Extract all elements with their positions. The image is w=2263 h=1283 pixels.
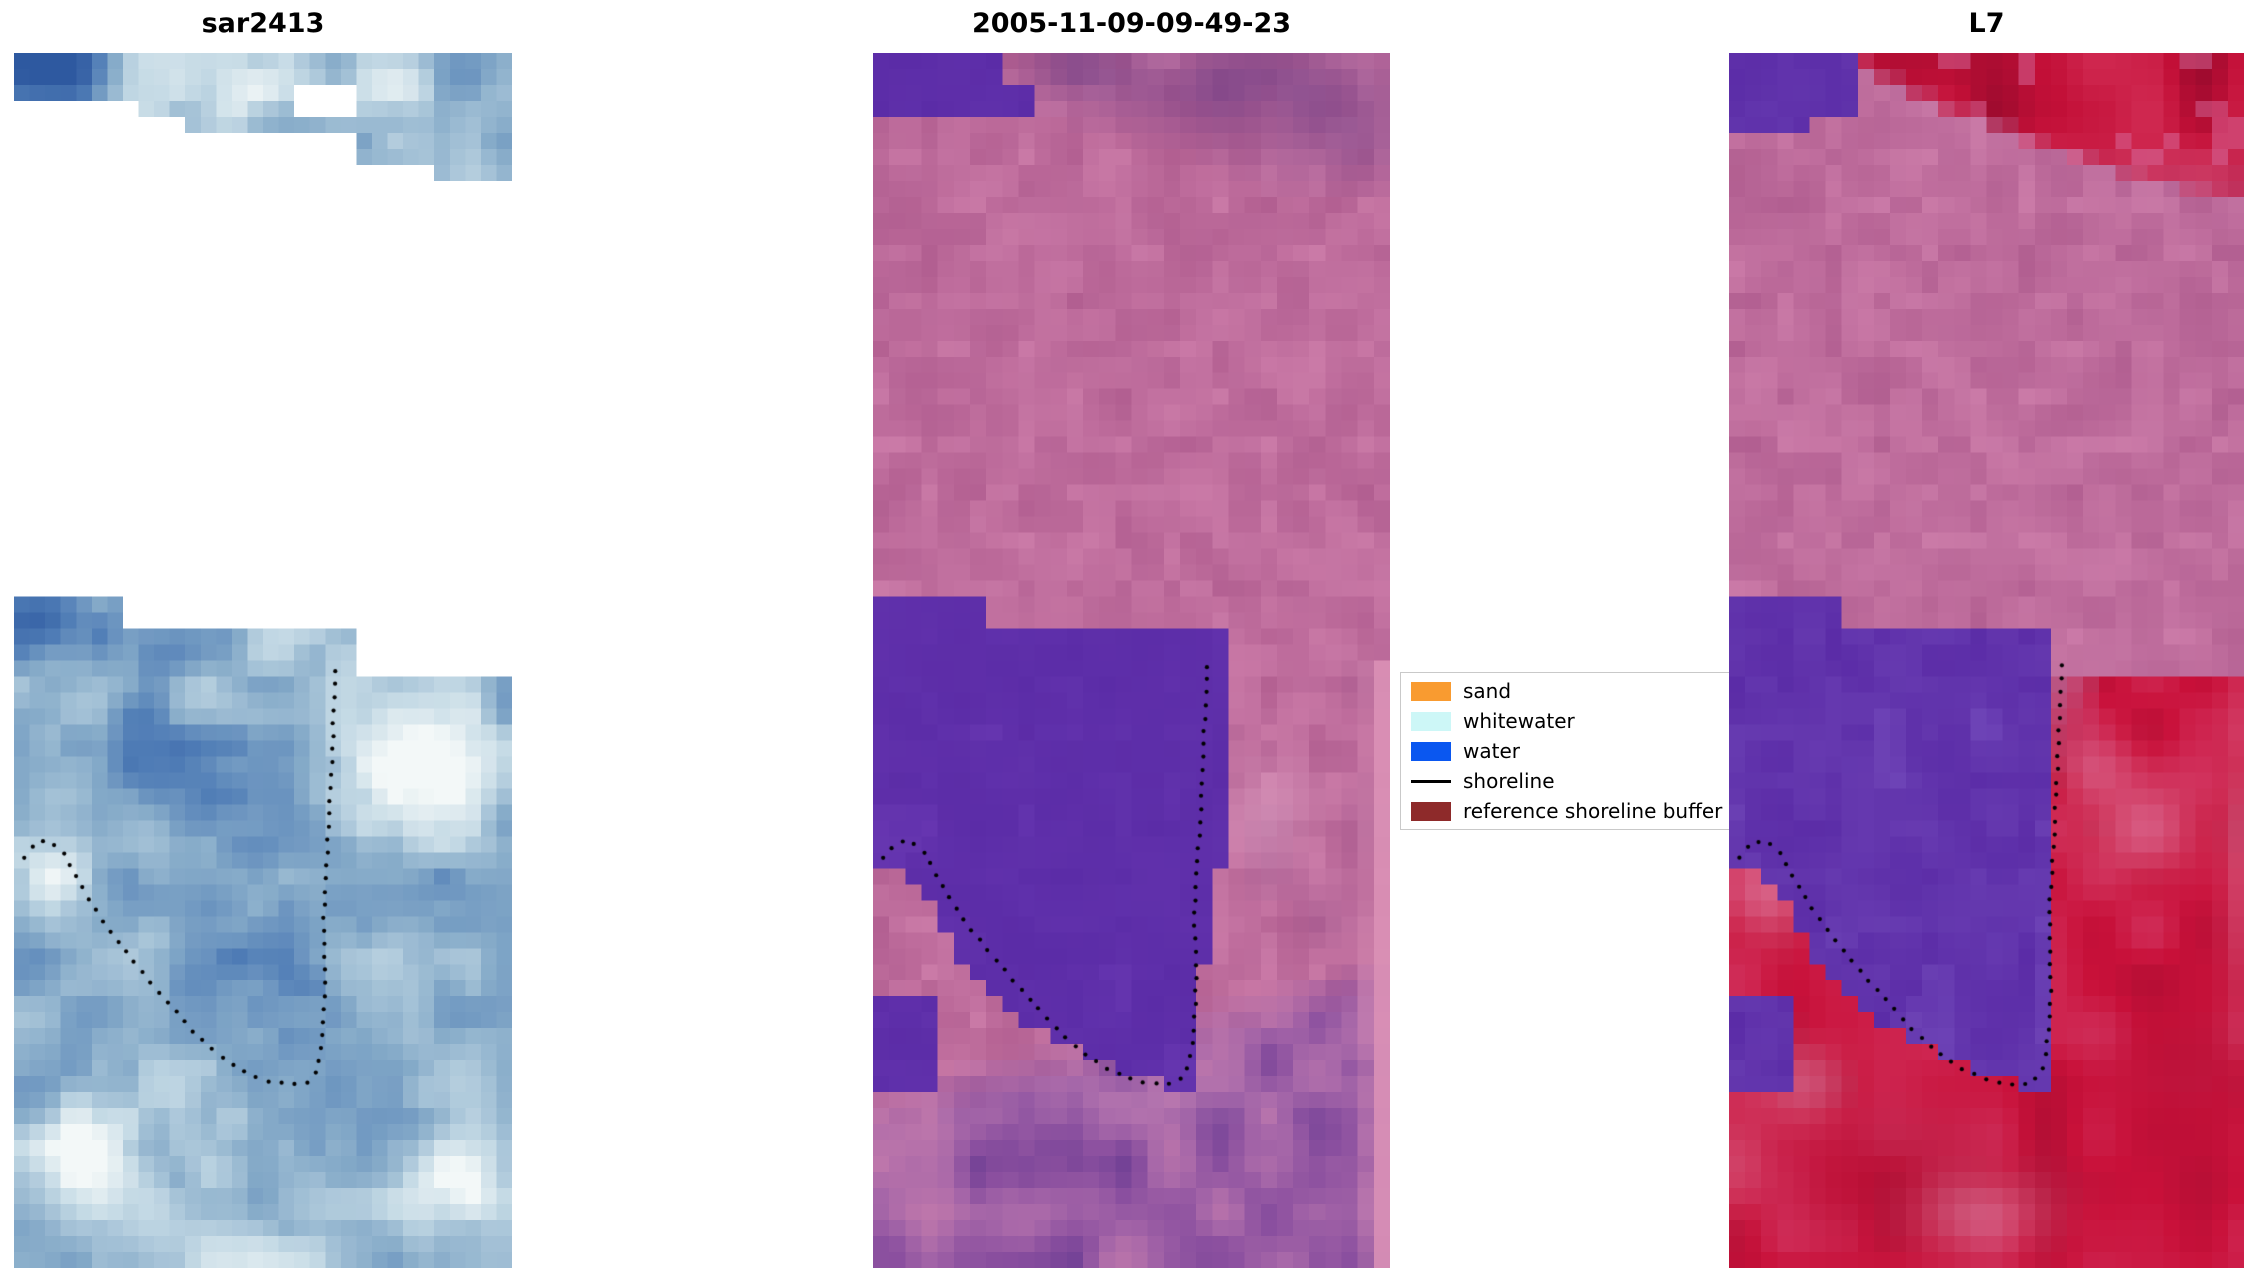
legend-label-sand: sand — [1463, 679, 1512, 703]
legend-swatch-reference-shoreline-buffer — [1411, 801, 1451, 821]
legend-label-reference-shoreline-buffer: reference shoreline buffer — [1463, 799, 1723, 823]
panel-title-l7: L7 — [1968, 8, 2005, 39]
legend-item-water: water — [1401, 736, 1781, 766]
legend: sand whitewater water shoreline reference sh… — [1400, 672, 1782, 830]
legend-swatch-sand — [1411, 681, 1451, 701]
legend-item-sand: sand — [1401, 676, 1781, 706]
legend-label-whitewater: whitewater — [1463, 709, 1575, 733]
sar2413-shoreline-overlay — [14, 53, 512, 1268]
legend-label-water: water — [1463, 739, 1520, 763]
legend-item-whitewater: whitewater — [1401, 706, 1781, 736]
legend-swatch-whitewater — [1411, 711, 1451, 731]
legend-swatch-water — [1411, 741, 1451, 761]
legend-item-reference-shoreline-buffer: reference shoreline buffer — [1401, 796, 1781, 826]
l7-shoreline-overlay — [1729, 53, 2244, 1268]
legend-label-shoreline: shoreline — [1463, 769, 1555, 793]
panel-title-date: 2005-11-09-09-49-23 — [971, 8, 1292, 39]
classified-shoreline-overlay — [873, 53, 1390, 1268]
legend-item-shoreline: shoreline — [1401, 766, 1781, 796]
panel-title-sar2413: sar2413 — [201, 8, 325, 39]
legend-swatch-shoreline — [1411, 779, 1451, 783]
